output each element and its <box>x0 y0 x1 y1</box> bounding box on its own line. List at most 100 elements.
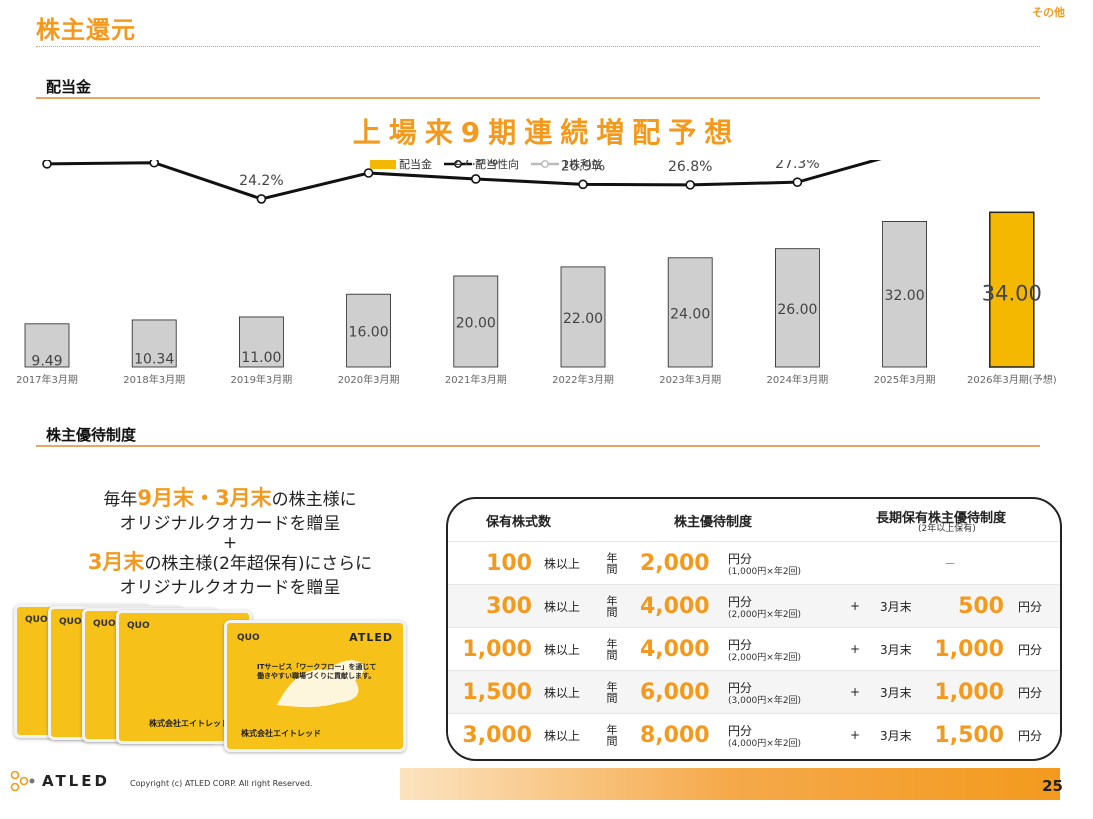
shares-unit: 株以上 <box>544 642 581 657</box>
promo-text: 毎年9月末・3月末の株主様に オリジナルクオカードを贈呈 + 3月末の株主様(2… <box>40 486 420 600</box>
bar <box>882 221 927 368</box>
promo-plus: + <box>222 533 238 553</box>
plus-sign: + <box>850 642 861 656</box>
table-row: 1,000 株以上 年間 4,000 円分 (2,000円×年2回) +3月末 1,000 円分 <box>448 627 1060 670</box>
payout-point <box>363 168 374 178</box>
quo-logo: QUO <box>237 633 260 643</box>
extra-amount <box>922 542 1004 584</box>
extra-amount: 1,000 <box>934 636 1004 662</box>
payout-label: 29.0% <box>346 160 390 163</box>
table-header-long: 長期保有株主優待制度 <box>876 511 1007 526</box>
extra-unit: 円分 <box>1018 599 1043 614</box>
nenkan-label: 年間 <box>604 585 618 627</box>
bar-value-label: 34.00 <box>982 281 1042 305</box>
bar-value-label: 10.34 <box>134 351 174 367</box>
bar <box>238 316 284 368</box>
detail-note: (4,000円×年2回) <box>728 738 802 749</box>
benefit-detail: 円分 (1,000円×年2回) <box>728 542 801 584</box>
bar-value-label: 16.00 <box>349 325 389 341</box>
bar-value-label: 24.00 <box>670 306 710 322</box>
promo-line-4: オリジナルクオカードを贈呈 <box>119 578 341 598</box>
quo-logo: QUO <box>25 615 48 625</box>
table-row: 3,000 株以上 年間 8,000 円分 (4,000円×年2回) +3月末 1,500 円分 <box>448 713 1060 756</box>
dividend-chart: 9.49 2017年3月期 10.34 2018年3月期 11.00 2019年3月期 16… <box>16 160 1057 386</box>
promo-highlight: 9月末・3月末 <box>137 486 272 510</box>
x-tick-label: 2025年3月期 <box>874 373 936 386</box>
nenkan-label: 年間 <box>604 542 618 584</box>
benefit-amount: 8,000 <box>640 722 710 748</box>
benefit-amount: 4,000 <box>640 593 710 619</box>
bar <box>667 257 713 368</box>
extra-unit: 円分 <box>1018 642 1043 657</box>
nenkan-label: 年間 <box>604 714 618 756</box>
shares-value: 3,000 <box>462 722 532 748</box>
payout-point <box>256 194 267 204</box>
promo-highlight: 3月末 <box>87 550 145 574</box>
bar-value-label: 22.00 <box>563 311 603 327</box>
benefit-amount: 6,000 <box>640 679 710 705</box>
header-divider <box>36 46 1040 47</box>
table-header-long-note: (2年以上保有) <box>918 524 976 534</box>
page-number: 25 <box>1042 777 1063 795</box>
x-tick-label: 2023年3月期 <box>659 373 721 386</box>
quo-card-illustration: QUO QUO QUO QUO 株式会社エイトレッド ATLED QUO ITサー… <box>14 598 406 752</box>
bar <box>453 275 499 368</box>
shares-unit: 株以上 <box>544 599 581 614</box>
payout-label: 27.9% <box>454 160 498 169</box>
benefit-detail: 円分 (2,000円×年2回) <box>728 628 801 670</box>
card-company: 株式会社エイトレッド <box>241 729 321 738</box>
payout-line <box>46 160 882 201</box>
x-tick-label: 2017年3月期 <box>16 373 78 386</box>
payout-label: 27.3% <box>775 160 819 172</box>
legend-swatch-line-gray <box>531 160 559 168</box>
promo-line-2: オリジナルクオカードを贈呈 <box>119 514 341 534</box>
company-logo: ATLED <box>10 770 110 792</box>
nenkan-label: 年間 <box>604 671 618 713</box>
bar <box>989 211 1035 368</box>
extra-unit: 円分 <box>1018 728 1043 743</box>
shares-unit: 株以上 <box>544 685 581 700</box>
copyright: Copyright (c) ATLED CORP. All right Rese… <box>130 779 313 788</box>
chart-headline: 上場来9期連続増配予想 <box>352 116 741 149</box>
detail-note: (1,000円×年2回) <box>728 566 802 577</box>
section-tag: その他 <box>1032 6 1065 19</box>
shares-unit: 株以上 <box>544 556 581 571</box>
bar <box>560 266 606 368</box>
plus-sign: + <box>850 685 861 699</box>
quo-card-front: ATLED QUO ITサービス「ワークフロー」を通じて働きやすい職場づくりに貢… <box>224 620 406 752</box>
bar-value-label: 26.00 <box>777 302 817 318</box>
extra-amount: 1,500 <box>934 722 1004 748</box>
extra-month: 3月末 <box>880 599 912 614</box>
bar-value-label: 20.00 <box>456 316 496 332</box>
table-header-shares: 保有株式数 <box>486 515 552 530</box>
detail-note: (2,000円×年2回) <box>728 652 802 663</box>
extra-month: 3月末 <box>880 728 912 743</box>
payout-point <box>578 179 588 190</box>
section-divider <box>36 445 1040 447</box>
shares-value: 1,500 <box>462 679 532 705</box>
extra-unit: 円分 <box>1018 685 1043 700</box>
legend-item-dividend: 配当金 <box>370 156 432 172</box>
legend-label: 1株利益 <box>562 158 602 171</box>
bar <box>346 293 392 368</box>
plus-sign: + <box>850 728 861 742</box>
promo-text-part: の株主様(2年超保有)にさらに <box>144 554 373 574</box>
quo-logo: QUO <box>59 617 82 627</box>
promo-text-part: 毎年 <box>103 490 138 510</box>
promo-line-3: 3月末の株主様(2年超保有)にさらに <box>40 550 420 576</box>
payout-label: 24.2% <box>239 173 283 189</box>
x-tick-label: 2019年3月期 <box>230 373 292 386</box>
payout-point <box>149 160 159 168</box>
payout-point <box>792 177 803 187</box>
nenkan-text: 年間 <box>605 724 618 746</box>
bar <box>775 248 820 368</box>
extra-amount: 500 <box>958 593 1004 619</box>
kangaroo-icon <box>277 660 364 708</box>
section-heading-dividend: 配当金 <box>46 78 92 96</box>
bar <box>131 319 177 368</box>
logo-icon <box>10 770 35 792</box>
plus-sign: + <box>850 599 861 613</box>
table-row: 1,500 株以上 年間 6,000 円分 (3,000円×年2回) +3月末 1,000 円分 <box>448 670 1060 713</box>
benefit-table: 保有株式数 株主優待制度 長期保有株主優待制度 (2年以上保有) 100 株以上年… <box>446 497 1062 761</box>
logo-text: ATLED <box>42 772 110 790</box>
